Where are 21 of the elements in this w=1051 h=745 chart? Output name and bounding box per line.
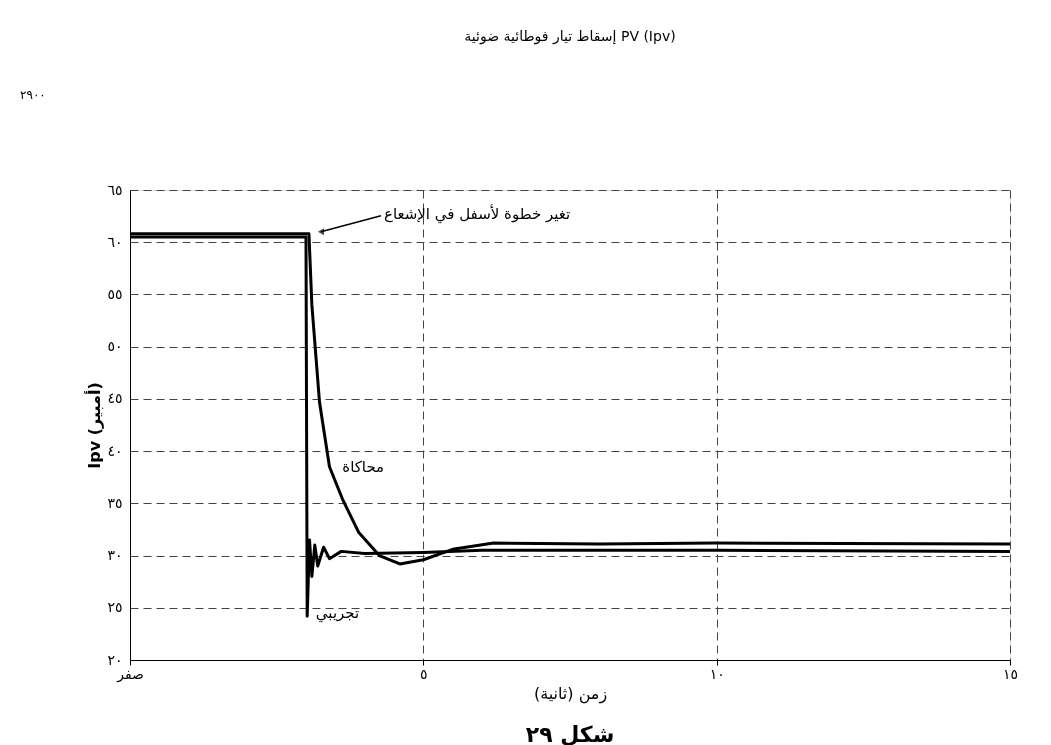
- x-tick-label: صفر: [116, 665, 144, 683]
- y-tick-label: ٢٥: [107, 599, 123, 616]
- y-tick-label: ٦٠: [107, 233, 123, 250]
- x-axis-title: زمن (ثانية): [533, 683, 608, 704]
- y-tick-label: ٤٥: [107, 390, 123, 407]
- x-tick-label: ٥: [420, 665, 428, 682]
- y-tick-label: ٢٠: [107, 651, 123, 668]
- x-tick-label: ١٠: [709, 665, 725, 682]
- y-tick-label: ٥٠: [107, 338, 123, 355]
- series-label: تجريبي: [315, 604, 360, 623]
- y-tick-label: ٤٠: [107, 442, 123, 459]
- text: ٢٩٠٠: [20, 88, 46, 102]
- y-tick-label: ٣٠: [107, 547, 123, 564]
- x-tick-label: ١٥: [1002, 665, 1019, 682]
- chart-title: إسقاط تيار فوطائية ضوئية PV (Ipv): [464, 28, 676, 45]
- annotation: تغير خطوة لأسفل في الإشعاع: [383, 203, 571, 224]
- y-tick-label: ٦٥: [107, 181, 123, 198]
- y-tick-label: ٥٥: [107, 285, 123, 302]
- y-tick-label: ٣٥: [107, 494, 123, 511]
- series-label: محاكاة: [342, 457, 385, 476]
- y-axis-title: Ipv (أمبير): [84, 382, 105, 469]
